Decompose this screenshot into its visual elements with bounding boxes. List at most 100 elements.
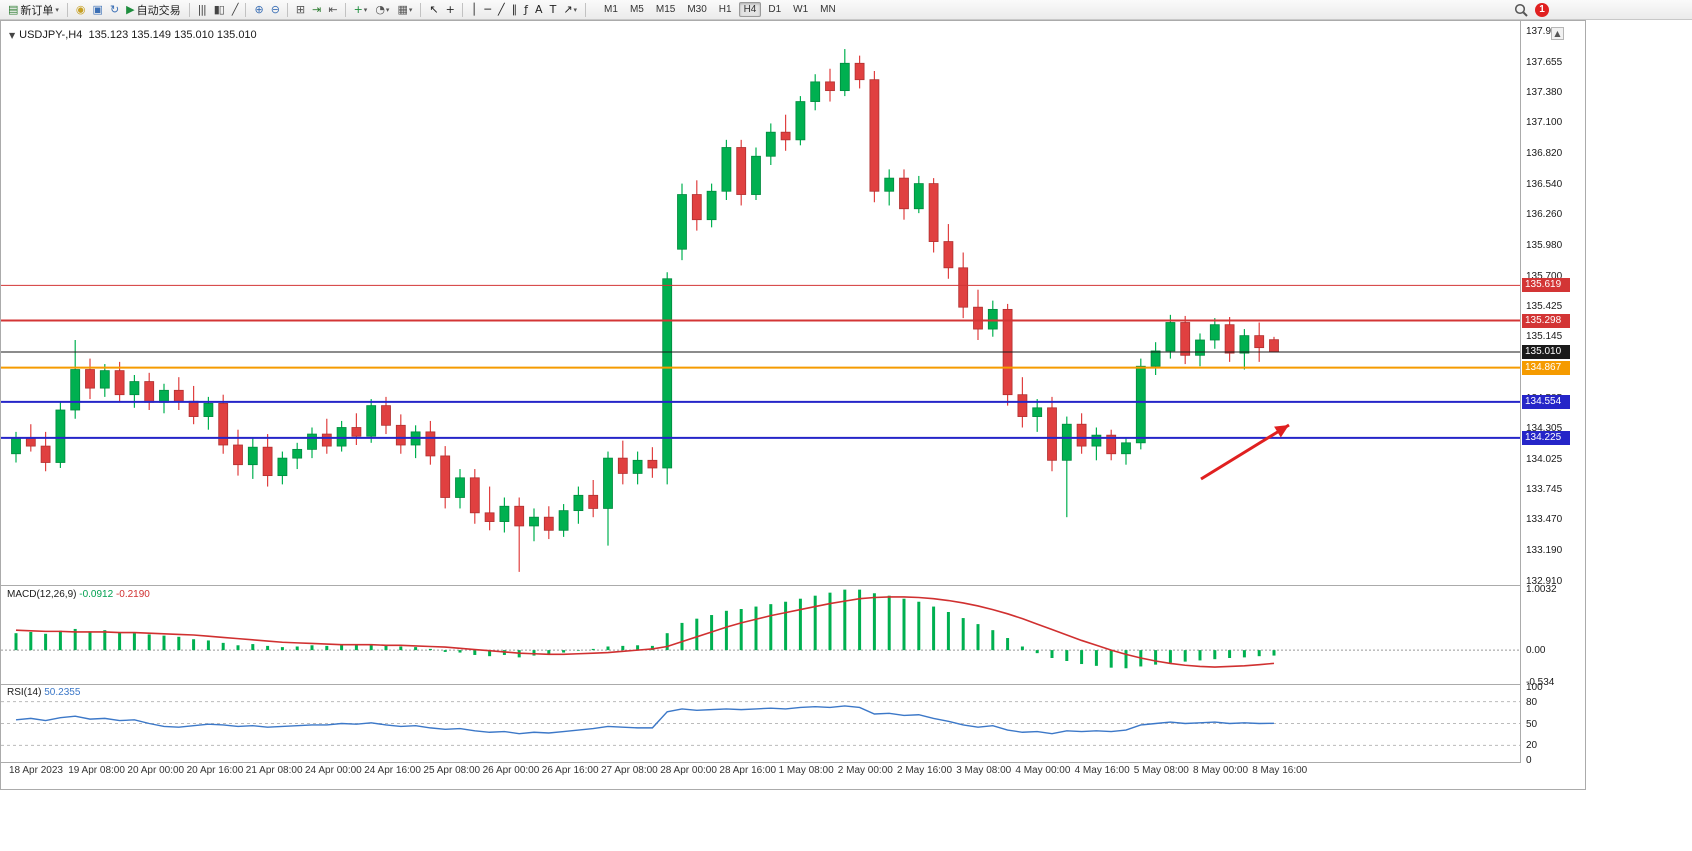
horizontal-line-icon[interactable]: ─	[480, 0, 494, 20]
autotrade-button-label: 自动交易	[136, 4, 181, 17]
crosshair-icon[interactable]: +	[442, 0, 458, 20]
timeframe-m1-button[interactable]: M1	[604, 4, 618, 15]
zoom-out-icon: ⊖	[270, 2, 280, 16]
macd-axis-label: -0.534	[1526, 677, 1555, 689]
rsi-axis-label: 80	[1526, 696, 1538, 708]
fibonacci-icon[interactable]: ƒ	[520, 0, 531, 20]
new-order-button[interactable]: ▤ 新订单 ▾	[4, 0, 63, 20]
autotrade-button[interactable]: ▶ 自动交易	[122, 0, 184, 20]
toolbar-separator	[585, 2, 587, 17]
price-tick: 133.190	[1526, 545, 1563, 557]
market-watch-icon[interactable]: ▣	[89, 0, 106, 20]
cursor-icon: ↖	[429, 2, 438, 16]
arrows-icon: ↗	[563, 2, 572, 16]
chart-header: ▼ USDJPY-,H4 135.123 135.149 135.010 135.…	[9, 29, 257, 41]
price-axis[interactable]: 137.935 137.655 137.380 137.100 136.820 136.5…	[1521, 25, 1585, 785]
price-tick: 134.305	[1526, 423, 1563, 435]
channel-icon[interactable]: ∥	[508, 0, 521, 20]
tile-windows-icon: ⊞	[295, 2, 305, 16]
price-tick: 137.655	[1526, 56, 1563, 68]
toolbar-separator	[420, 2, 422, 17]
macd-panel-canvas[interactable]	[1, 586, 1520, 684]
time-label: 28 Apr 00:00	[660, 765, 717, 776]
timeframe-m5-button[interactable]: M5	[629, 4, 644, 15]
candlestick-icon: ▮▯	[213, 2, 225, 16]
price-tick: 137.380	[1526, 86, 1563, 98]
timeframe-d1-button[interactable]: D1	[768, 4, 782, 15]
time-label: 21 Apr 08:00	[245, 765, 303, 776]
crosshair-icon: +	[445, 2, 455, 16]
time-label: 2 May 16:00	[897, 765, 953, 776]
price-tick: 135.425	[1526, 300, 1563, 312]
time-label: 4 May 16:00	[1074, 765, 1130, 776]
arrows-icon[interactable]: ↗ ▾	[559, 0, 581, 20]
time-label: 3 May 08:00	[956, 765, 1012, 776]
axis-divider	[1520, 21, 1521, 763]
macd-label: MACD(12,26,9) -0.0912 -0.2190	[7, 589, 150, 600]
panel-divider[interactable]	[1, 684, 1520, 685]
time-label: 26 Apr 00:00	[482, 765, 540, 776]
panel-divider[interactable]	[1, 585, 1520, 586]
main-chart-canvas[interactable]	[1, 25, 1520, 585]
time-label: 26 Apr 16:00	[541, 765, 599, 776]
toolbar-separator	[461, 2, 463, 17]
trendline-icon[interactable]: ╱	[494, 0, 508, 20]
toolbar-separator	[286, 2, 288, 17]
price-tick: 135.700	[1526, 270, 1563, 282]
periods-icon[interactable]: ◔ ▾	[371, 0, 393, 20]
bar-chart-icon: |||	[197, 2, 207, 16]
chevron-down-icon: ▾	[408, 5, 413, 14]
trend-arrow	[1200, 423, 1290, 481]
price-tick: 136.540	[1526, 178, 1563, 190]
templates-icon[interactable]: ▦ ▾	[393, 0, 416, 20]
timeframe-w1-button[interactable]: W1	[793, 4, 809, 15]
price-tag: 135.010	[1522, 345, 1570, 360]
text-label-icon[interactable]: T	[546, 0, 560, 20]
timeframe-m15-button[interactable]: M15	[655, 4, 676, 15]
vertical-line-icon[interactable]: │	[467, 0, 481, 20]
rsi-name: RSI(14)	[7, 687, 42, 698]
zoom-out-icon[interactable]: ⊖	[267, 0, 283, 20]
chevron-down-icon: ▾	[55, 5, 59, 14]
rsi-axis-label: 100	[1526, 682, 1543, 693]
chart-shift-icon[interactable]: ⇤	[324, 0, 340, 20]
time-label: 19 Apr 08:00	[68, 765, 125, 776]
zoom-in-icon[interactable]: ⊕	[250, 0, 266, 20]
price-tick: 132.910	[1526, 575, 1563, 587]
search-icon[interactable]	[1514, 3, 1528, 17]
candlestick-icon[interactable]: ▮▯	[210, 0, 228, 20]
rsi-panel-canvas[interactable]	[1, 685, 1520, 762]
bar-chart-icon[interactable]: |||	[194, 0, 210, 20]
toolbar-separator	[344, 2, 346, 17]
price-tick: 133.470	[1526, 514, 1563, 526]
timeframe-h4-button[interactable]: H4	[738, 2, 762, 17]
timeframe-h1-button[interactable]: H1	[718, 4, 732, 15]
chevron-down-icon: ▾	[573, 5, 578, 14]
auto-scroll-icon[interactable]: ⇥	[308, 0, 324, 20]
line-chart-icon[interactable]: ╱	[228, 0, 242, 20]
line-chart-icon: ╱	[231, 2, 239, 16]
rsi-axis-label: 20	[1526, 740, 1538, 752]
rsi-axis-label: 50	[1526, 718, 1538, 730]
rsi-value: 50.2355	[44, 687, 81, 698]
candlestick-series	[11, 49, 1279, 572]
scroll-up-arrow-icon[interactable]: ▲	[1551, 27, 1564, 40]
timeframe-mn-button[interactable]: MN	[820, 4, 836, 15]
macd-axis-label: 0.00	[1526, 645, 1546, 657]
toolbar-separator	[66, 2, 68, 17]
refresh-icon[interactable]: ↻	[106, 0, 122, 20]
price-tick: 135.145	[1526, 331, 1563, 343]
timeframe-m30-button[interactable]: M30	[687, 4, 707, 15]
cursor-icon[interactable]: ↖	[425, 0, 441, 20]
tile-windows-icon[interactable]: ⊞	[292, 0, 308, 20]
time-axis[interactable]: 18 Apr 2023 19 Apr 08:00 20 Apr 00:00 20 Ap…	[1, 763, 1520, 789]
text-icon[interactable]: A	[531, 0, 546, 20]
autotrade-icon: ▶	[126, 2, 135, 16]
collapse-icon[interactable]: ▼	[9, 31, 16, 40]
notification-badge[interactable]: 1	[1535, 3, 1549, 17]
macd-name: MACD(12,26,9)	[7, 589, 77, 600]
indicators-icon[interactable]: + ▾	[350, 0, 372, 20]
chart-shift-icon: ⇤	[328, 2, 337, 16]
mql5-community-icon[interactable]: ◉	[72, 0, 89, 20]
auto-scroll-icon: ⇥	[312, 2, 321, 16]
